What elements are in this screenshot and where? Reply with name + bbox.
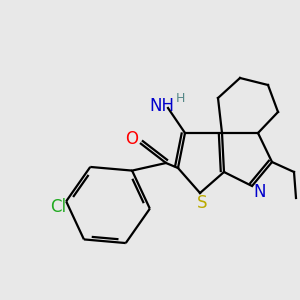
Text: S: S bbox=[197, 194, 207, 212]
Text: O: O bbox=[125, 130, 139, 148]
Text: Cl: Cl bbox=[50, 198, 66, 216]
Text: NH: NH bbox=[149, 97, 175, 115]
Text: N: N bbox=[254, 183, 266, 201]
Text: H: H bbox=[175, 92, 185, 104]
